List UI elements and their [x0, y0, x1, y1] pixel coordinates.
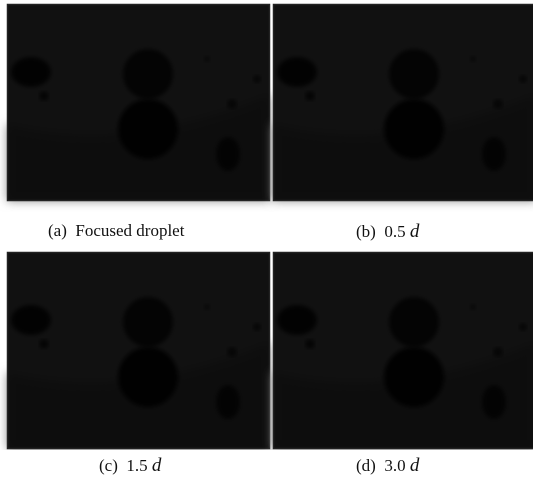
panel-image-a	[7, 4, 270, 201]
caption-text: 3.0	[384, 456, 406, 475]
panel-image-d	[273, 252, 533, 449]
caption: (b) 0.5 d	[356, 221, 419, 243]
caption-unit: d	[409, 221, 420, 242]
caption-unit: d	[409, 455, 420, 476]
panel-label: (b)	[356, 222, 376, 241]
caption: (c) 1.5 d	[99, 455, 161, 477]
panel-label: (a)	[48, 221, 67, 240]
caption: (a) Focused droplet	[48, 221, 184, 241]
caption-text: 0.5	[384, 222, 406, 241]
panel-label: (d)	[356, 456, 376, 475]
caption: (d) 3.0 d	[356, 455, 419, 477]
caption-text: 1.5	[126, 456, 148, 475]
caption-unit: d	[151, 455, 162, 476]
panel-label: (c)	[99, 456, 118, 475]
panel-image-b	[273, 4, 533, 201]
panel-image-c	[7, 252, 270, 449]
caption-text: Focused droplet	[75, 221, 185, 240]
